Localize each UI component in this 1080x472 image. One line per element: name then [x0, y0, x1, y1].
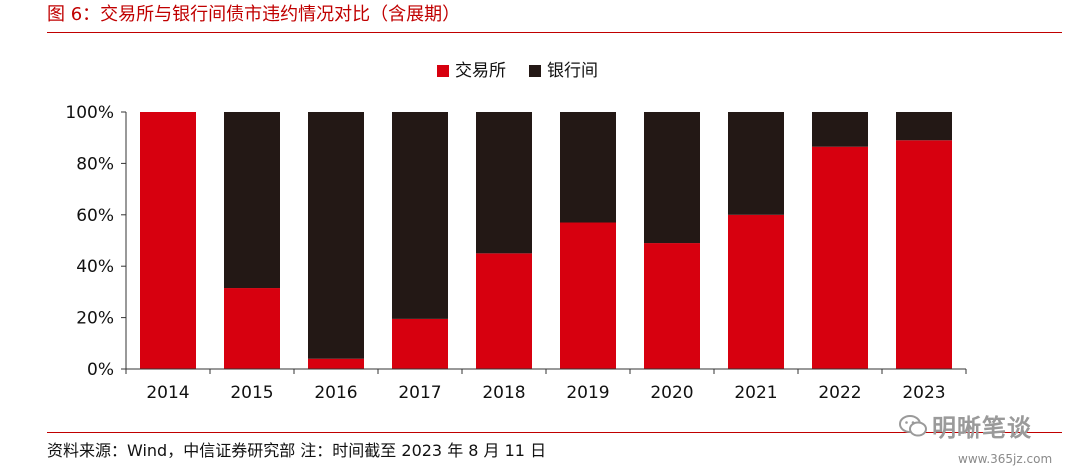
bar-segment — [896, 140, 952, 369]
x-axis: 2014 2015 2016 2017 2018 2019 2020 2021 2022 2023 — [125, 368, 967, 403]
bar-segment — [476, 112, 532, 254]
x-tick-label: 2017 — [398, 383, 441, 403]
bar-segment — [812, 112, 868, 147]
bar-segment — [392, 112, 448, 319]
stacked-bar-chart: 交易所 银行间 0%20%40%60%80%100% 2014 2015 2016 20… — [65, 61, 967, 403]
x-tick-label: 2016 — [314, 383, 357, 403]
x-tick-label: 2020 — [650, 383, 693, 403]
figure-title: 图 6：交易所与银行间债市违约情况对比（含展期） — [47, 4, 461, 25]
bar-segment — [476, 253, 532, 369]
x-tick-label: 2022 — [818, 383, 861, 403]
y-tick-label: 40% — [76, 257, 114, 277]
bar-segment — [140, 112, 196, 369]
legend-label: 交易所 — [455, 61, 506, 81]
y-tick-label: 60% — [76, 206, 114, 226]
x-tick-label: 2021 — [734, 383, 777, 403]
bar-segment — [644, 243, 700, 369]
bar-segment — [644, 112, 700, 244]
bar-segment — [728, 112, 784, 215]
bar-segment — [560, 222, 616, 369]
chart-legend: 交易所 银行间 — [437, 61, 598, 81]
site-url: www.365jz.com — [958, 452, 1053, 466]
title-divider — [47, 32, 1062, 33]
y-tick-label: 100% — [65, 103, 114, 123]
legend-label: 银行间 — [547, 61, 598, 81]
legend-swatch — [437, 65, 449, 77]
source-note: 资料来源：Wind，中信证券研究部 注：时间截至 2023 年 8 月 11 日 — [47, 441, 547, 460]
bar-segment — [896, 112, 952, 141]
bar-segment — [308, 112, 364, 359]
y-axis: 0% 20% 40% 60% 80% 100% — [65, 103, 127, 380]
wechat-icon — [899, 414, 927, 436]
y-tick-label: 0% — [87, 360, 114, 380]
x-tick-label: 2014 — [146, 383, 189, 403]
legend-swatch — [529, 65, 541, 77]
y-tick-label: 80% — [76, 154, 114, 174]
bar-segment — [224, 288, 280, 369]
bar-segment — [728, 214, 784, 369]
bar-segment — [392, 318, 448, 369]
bars — [140, 112, 952, 369]
footer-divider — [47, 432, 1062, 433]
watermark-text: 明晰笔谈 — [932, 414, 1032, 442]
x-tick-label: 2023 — [902, 383, 945, 403]
bar-segment — [308, 358, 364, 369]
y-tick-label: 20% — [76, 309, 114, 329]
bar-segment — [812, 146, 868, 369]
x-tick-label: 2018 — [482, 383, 525, 403]
x-tick-label: 2019 — [566, 383, 609, 403]
bar-segment — [224, 112, 280, 289]
bar-segment — [560, 112, 616, 223]
x-tick-label: 2015 — [230, 383, 273, 403]
watermark: 明晰笔谈 — [898, 408, 1032, 443]
